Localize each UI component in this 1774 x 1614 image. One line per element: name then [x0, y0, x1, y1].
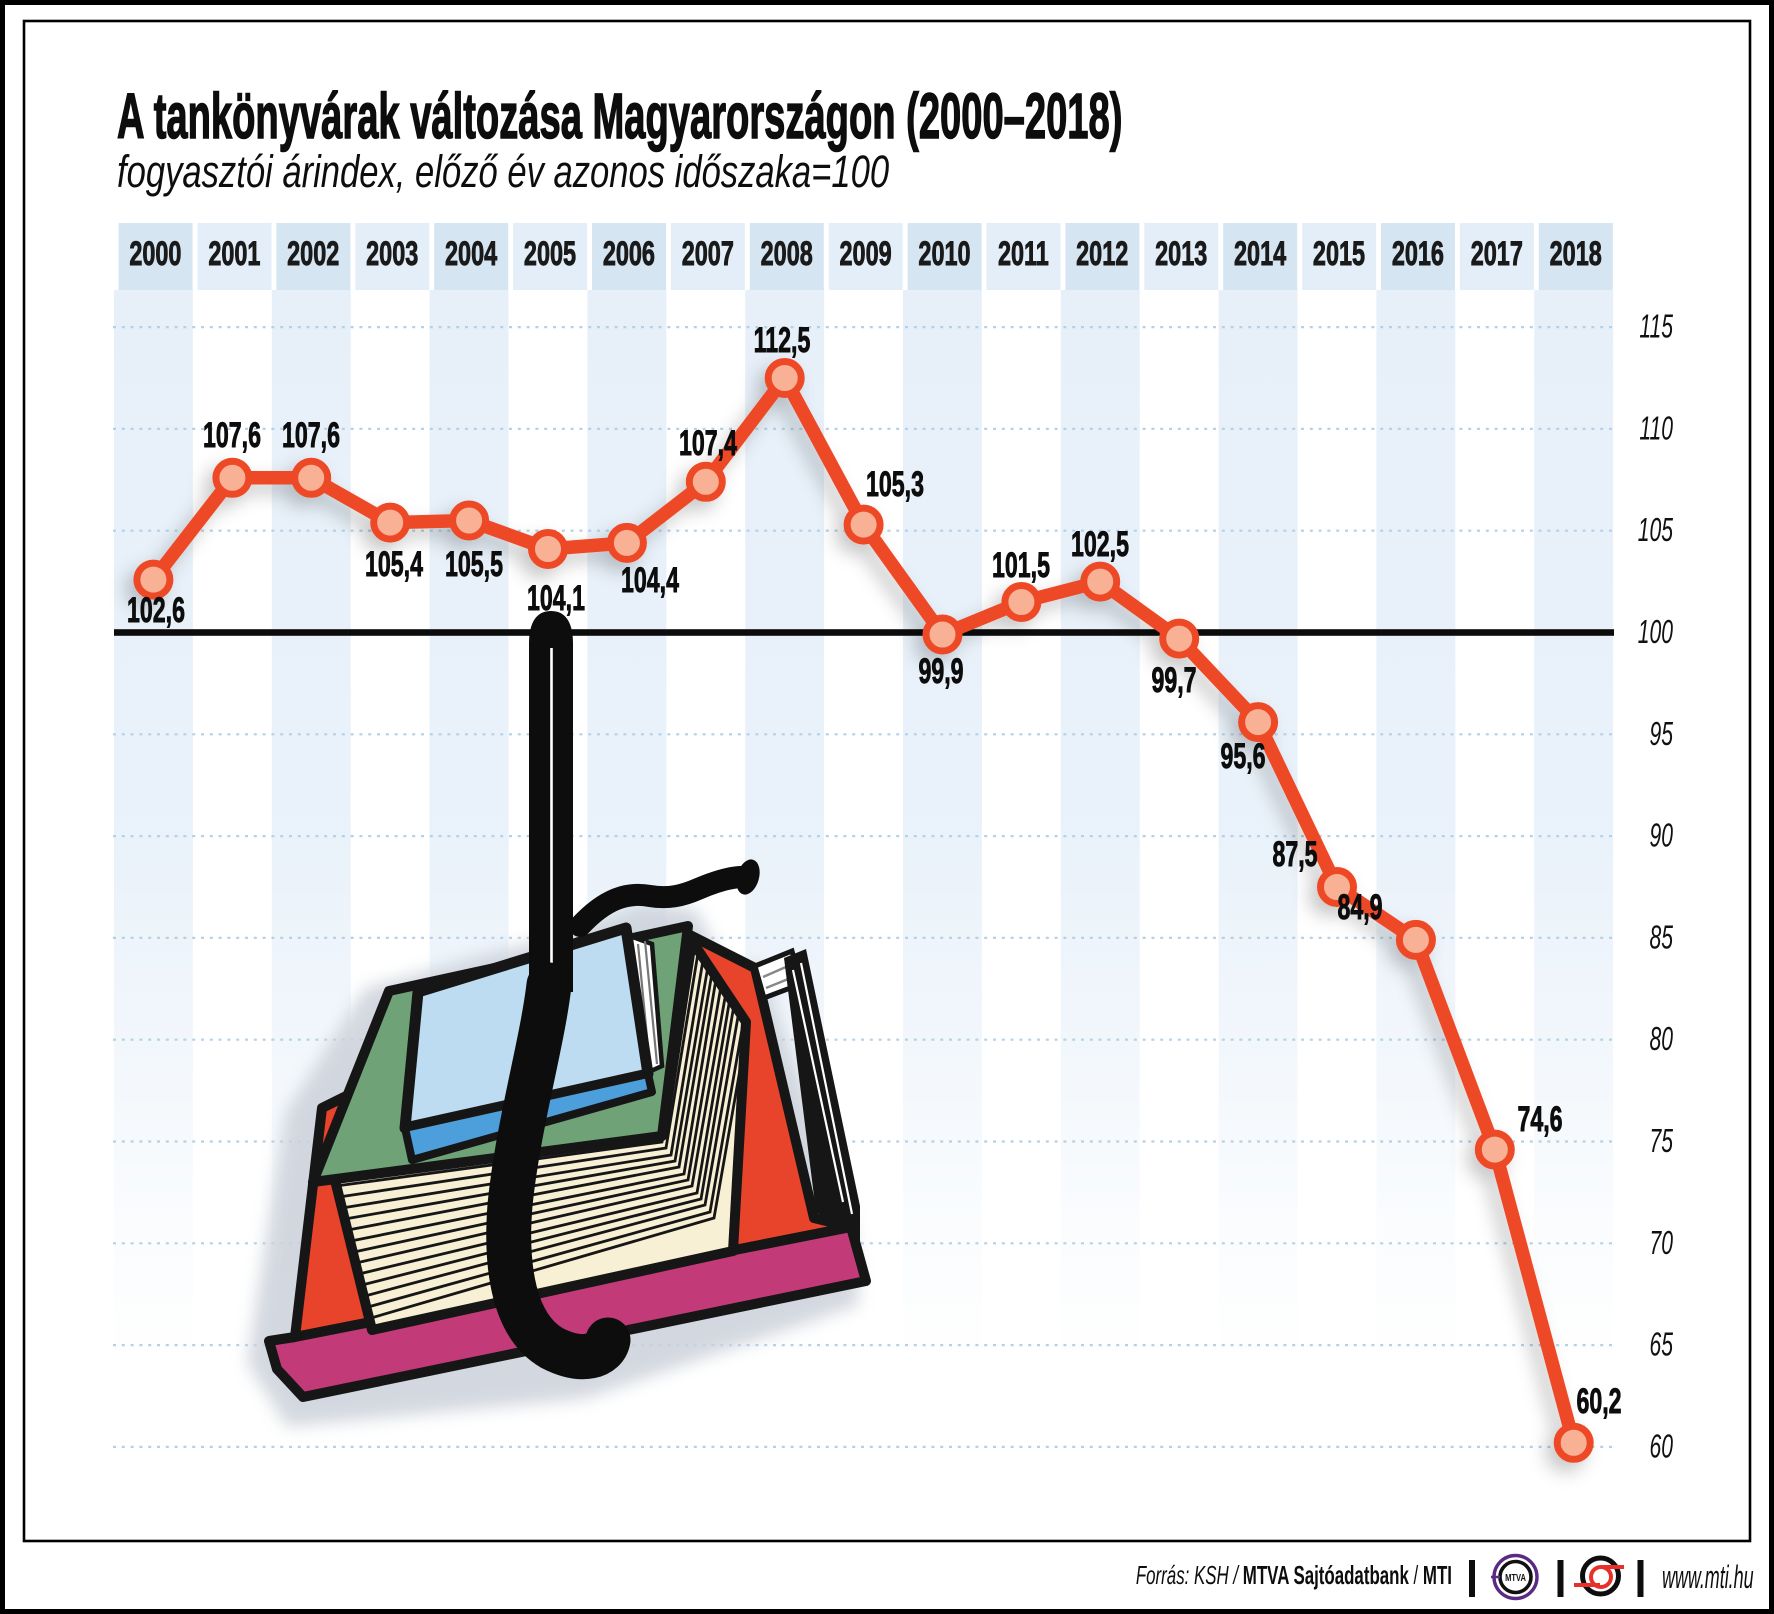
svg-text:2015: 2015	[1313, 236, 1365, 273]
svg-text:2016: 2016	[1392, 236, 1444, 273]
svg-text:107,6: 107,6	[203, 416, 261, 455]
svg-text:112,5: 112,5	[754, 321, 811, 360]
svg-text:105: 105	[1638, 511, 1674, 548]
svg-text:2002: 2002	[287, 236, 339, 273]
svg-text:110: 110	[1639, 410, 1673, 447]
svg-text:115: 115	[1639, 308, 1673, 345]
svg-text:MTVA: MTVA	[1505, 1572, 1526, 1583]
svg-text:Forrás: KSH / MTVA Sajtóadatba: Forrás: KSH / MTVA Sajtóadatbank / MTI	[1136, 1560, 1452, 1590]
svg-text:60: 60	[1650, 1428, 1674, 1465]
svg-text:2009: 2009	[840, 236, 892, 273]
svg-text:2012: 2012	[1076, 236, 1128, 273]
svg-text:2000: 2000	[129, 236, 181, 273]
svg-text:2001: 2001	[208, 236, 260, 273]
svg-text:75: 75	[1650, 1122, 1674, 1159]
svg-text:2018: 2018	[1550, 236, 1602, 273]
svg-text:2003: 2003	[366, 236, 418, 273]
svg-text:www.mti.hu: www.mti.hu	[1662, 1561, 1754, 1596]
svg-text:99,9: 99,9	[918, 652, 963, 691]
svg-text:105,3: 105,3	[866, 465, 924, 504]
svg-text:107,4: 107,4	[679, 424, 737, 463]
svg-text:70: 70	[1650, 1224, 1674, 1261]
svg-text:2014: 2014	[1234, 236, 1287, 273]
svg-text:2006: 2006	[603, 236, 655, 273]
svg-text:2013: 2013	[1155, 236, 1207, 273]
svg-text:2011: 2011	[998, 236, 1049, 273]
svg-text:65: 65	[1650, 1326, 1674, 1363]
svg-text:102,5: 102,5	[1071, 525, 1129, 564]
svg-text:2004: 2004	[445, 236, 498, 273]
svg-text:105,5: 105,5	[445, 545, 503, 584]
svg-text:105,4: 105,4	[365, 545, 423, 584]
svg-text:104,1: 104,1	[527, 579, 585, 618]
svg-text:107,6: 107,6	[282, 416, 340, 455]
svg-text:95: 95	[1650, 715, 1674, 752]
svg-text:60,2: 60,2	[1576, 1382, 1621, 1421]
svg-text:2017: 2017	[1471, 236, 1523, 273]
svg-text:99,7: 99,7	[1151, 661, 1196, 700]
svg-text:74,6: 74,6	[1517, 1100, 1562, 1139]
svg-text:85: 85	[1650, 919, 1674, 956]
svg-text:102,6: 102,6	[127, 591, 185, 630]
svg-text:fogyasztói árindex, előző év a: fogyasztói árindex, előző év azonos idős…	[117, 147, 889, 197]
svg-text:100: 100	[1638, 613, 1674, 650]
svg-text:95,6: 95,6	[1220, 737, 1265, 776]
svg-text:2008: 2008	[761, 236, 813, 273]
svg-text:104,4: 104,4	[621, 561, 679, 600]
svg-text:2007: 2007	[682, 236, 734, 273]
svg-text:A tankönyvárak változása Magya: A tankönyvárak változása Magyarországon …	[117, 81, 1122, 153]
svg-text:80: 80	[1650, 1020, 1674, 1057]
svg-text:90: 90	[1650, 817, 1674, 854]
svg-text:2010: 2010	[918, 236, 970, 273]
svg-text:84,9: 84,9	[1337, 888, 1382, 927]
svg-text:87,5: 87,5	[1272, 835, 1317, 874]
svg-text:2005: 2005	[524, 236, 576, 273]
svg-text:101,5: 101,5	[992, 546, 1050, 585]
